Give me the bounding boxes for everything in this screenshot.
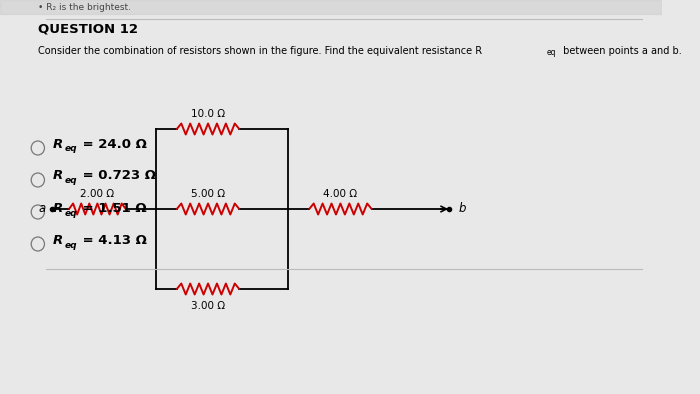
- Text: = 24.0 Ω: = 24.0 Ω: [78, 138, 148, 151]
- Text: = 1.51 Ω: = 1.51 Ω: [78, 201, 147, 214]
- Text: eq: eq: [64, 177, 77, 186]
- Text: 4.00 Ω: 4.00 Ω: [323, 189, 358, 199]
- Text: Consider the combination of resistors shown in the figure. Find the equivalent r: Consider the combination of resistors sh…: [38, 46, 482, 56]
- Text: QUESTION 12: QUESTION 12: [38, 22, 138, 35]
- Text: a: a: [38, 203, 46, 216]
- Text: R: R: [53, 169, 63, 182]
- Text: b: b: [458, 203, 466, 216]
- Text: eq: eq: [64, 208, 77, 217]
- Text: 5.00 Ω: 5.00 Ω: [191, 189, 225, 199]
- Text: eq: eq: [64, 145, 77, 154]
- Text: • R₂ is the brightest.: • R₂ is the brightest.: [38, 2, 131, 11]
- Text: R: R: [53, 201, 63, 214]
- Bar: [0, 0, 662, 14]
- Text: eq: eq: [64, 240, 77, 249]
- Text: 10.0 Ω: 10.0 Ω: [191, 109, 225, 119]
- Text: = 0.723 Ω: = 0.723 Ω: [78, 169, 157, 182]
- Text: between points a and b.: between points a and b.: [560, 46, 682, 56]
- Text: R: R: [53, 138, 63, 151]
- Text: eq: eq: [547, 48, 556, 57]
- Text: 3.00 Ω: 3.00 Ω: [191, 301, 225, 311]
- Text: 2.00 Ω: 2.00 Ω: [80, 189, 115, 199]
- Text: R: R: [53, 234, 63, 247]
- Text: = 4.13 Ω: = 4.13 Ω: [78, 234, 148, 247]
